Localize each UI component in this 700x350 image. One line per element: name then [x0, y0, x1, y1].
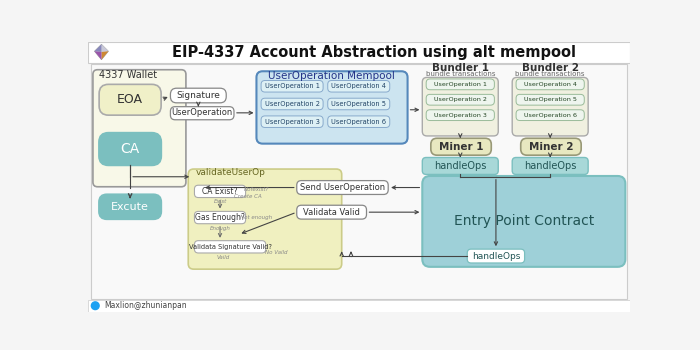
Polygon shape — [102, 51, 108, 60]
Text: UserOperation 5: UserOperation 5 — [331, 101, 386, 107]
Text: Miner 1: Miner 1 — [439, 142, 483, 152]
FancyBboxPatch shape — [422, 176, 625, 267]
FancyBboxPatch shape — [195, 241, 266, 253]
FancyBboxPatch shape — [512, 77, 588, 136]
FancyBboxPatch shape — [93, 70, 186, 187]
FancyBboxPatch shape — [188, 169, 342, 269]
FancyBboxPatch shape — [170, 88, 226, 103]
FancyBboxPatch shape — [422, 77, 498, 136]
Text: Excute: Excute — [111, 202, 149, 212]
FancyBboxPatch shape — [516, 94, 584, 105]
Text: UserOperation 1: UserOperation 1 — [434, 82, 486, 87]
FancyBboxPatch shape — [99, 195, 161, 219]
Text: UserOperation 6: UserOperation 6 — [524, 113, 577, 118]
Polygon shape — [94, 51, 101, 60]
FancyBboxPatch shape — [256, 71, 407, 144]
Text: Send UserOperation: Send UserOperation — [300, 183, 385, 192]
FancyBboxPatch shape — [426, 79, 494, 90]
FancyBboxPatch shape — [261, 80, 323, 92]
Text: UserOperation 6: UserOperation 6 — [331, 119, 386, 125]
FancyBboxPatch shape — [195, 211, 246, 224]
FancyBboxPatch shape — [195, 185, 246, 197]
Text: Entry Point Contract: Entry Point Contract — [454, 215, 594, 229]
Text: UserOperation Mempool: UserOperation Mempool — [268, 71, 395, 81]
Text: validateUserOp: validateUserOp — [196, 168, 266, 177]
FancyBboxPatch shape — [422, 158, 498, 174]
Text: UserOperation 2: UserOperation 2 — [265, 101, 320, 107]
FancyBboxPatch shape — [426, 94, 494, 105]
FancyBboxPatch shape — [99, 84, 161, 115]
FancyBboxPatch shape — [512, 158, 588, 174]
FancyBboxPatch shape — [328, 80, 390, 92]
FancyBboxPatch shape — [521, 138, 581, 155]
Text: CA Exist?: CA Exist? — [202, 187, 238, 196]
Text: Exist: Exist — [214, 199, 227, 204]
Text: Enough: Enough — [209, 226, 230, 231]
FancyBboxPatch shape — [516, 79, 584, 90]
Text: Gas Enough?: Gas Enough? — [195, 213, 245, 222]
Bar — [88, 300, 630, 312]
Text: Validata Signature Valid?: Validata Signature Valid? — [188, 244, 272, 250]
FancyBboxPatch shape — [328, 116, 390, 127]
FancyBboxPatch shape — [170, 107, 234, 120]
Text: bundle transactions: bundle transactions — [515, 71, 585, 77]
FancyBboxPatch shape — [297, 205, 367, 219]
FancyBboxPatch shape — [468, 249, 524, 263]
FancyBboxPatch shape — [261, 98, 323, 110]
Text: UserOperation 3: UserOperation 3 — [434, 113, 486, 118]
FancyBboxPatch shape — [297, 181, 389, 195]
FancyBboxPatch shape — [516, 110, 584, 120]
Text: 4337 Wallet: 4337 Wallet — [99, 70, 157, 80]
Text: Maxlion@zhunianpan: Maxlion@zhunianpan — [104, 301, 187, 310]
Bar — [88, 42, 630, 63]
Text: UserOperation 2: UserOperation 2 — [434, 97, 486, 102]
FancyBboxPatch shape — [328, 98, 390, 110]
Text: Vaild: Vaild — [216, 255, 230, 260]
Text: Miner 2: Miner 2 — [528, 142, 573, 152]
Text: EOA: EOA — [117, 93, 143, 106]
Text: handleOps: handleOps — [434, 161, 486, 171]
Text: Not enough: Not enough — [240, 215, 272, 220]
Text: Nofexist?: Nofexist? — [244, 187, 269, 192]
Text: Signature: Signature — [176, 91, 220, 100]
Text: Validata Valid: Validata Valid — [303, 208, 360, 217]
Text: bundle transactions: bundle transactions — [426, 71, 495, 77]
Text: EIP-4337 Account Abstraction using alt mempool: EIP-4337 Account Abstraction using alt m… — [172, 45, 576, 60]
FancyBboxPatch shape — [99, 133, 161, 165]
Text: No Vaild: No Vaild — [265, 251, 288, 256]
Text: UserOperation: UserOperation — [172, 108, 233, 117]
Polygon shape — [94, 44, 101, 52]
Text: CA: CA — [120, 142, 140, 156]
FancyBboxPatch shape — [261, 116, 323, 127]
Text: handleOps: handleOps — [524, 161, 576, 171]
FancyBboxPatch shape — [430, 138, 491, 155]
Polygon shape — [102, 44, 108, 52]
Bar — [90, 64, 627, 299]
Text: Bundler 2: Bundler 2 — [522, 63, 579, 73]
Circle shape — [92, 302, 99, 310]
FancyBboxPatch shape — [426, 110, 494, 120]
Text: UserOperation 4: UserOperation 4 — [524, 82, 577, 87]
Polygon shape — [94, 44, 108, 60]
Text: Create CA: Create CA — [234, 194, 262, 198]
Text: Bundler 1: Bundler 1 — [432, 63, 489, 73]
Text: UserOperation 3: UserOperation 3 — [265, 119, 319, 125]
Text: UserOperation 1: UserOperation 1 — [265, 83, 319, 89]
Text: handleOps: handleOps — [472, 252, 520, 260]
Text: UserOperation 5: UserOperation 5 — [524, 97, 577, 102]
Text: UserOperation 4: UserOperation 4 — [331, 83, 386, 89]
